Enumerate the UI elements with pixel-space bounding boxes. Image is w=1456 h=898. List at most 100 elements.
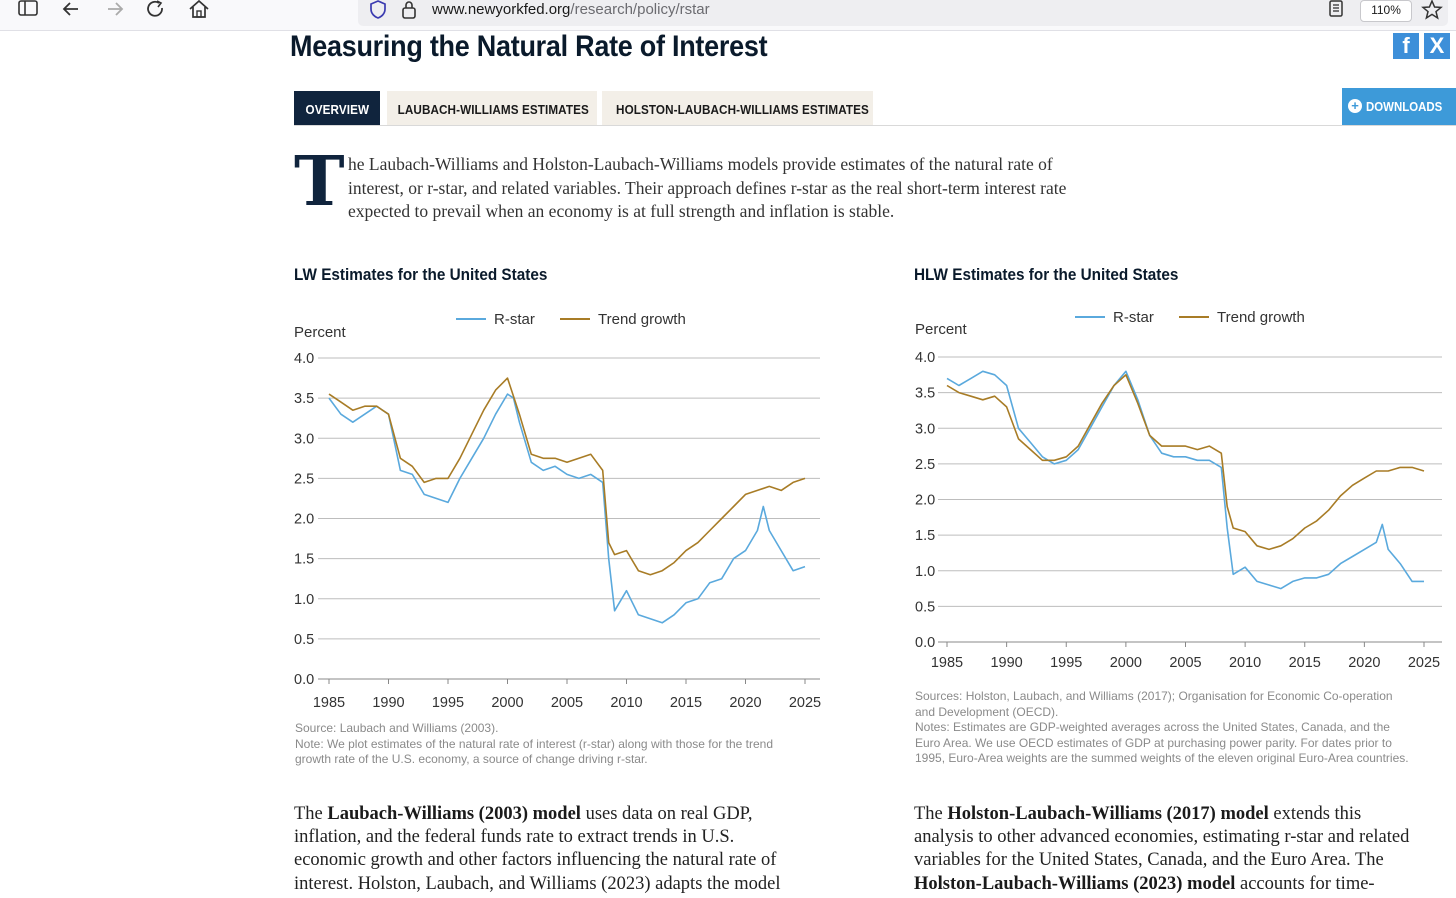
text-run: interest. Holston, Laubach, and Williams… xyxy=(294,873,781,894)
paragraph-line: interest. Holston, Laubach, and Williams… xyxy=(294,873,780,896)
note-line: 1995, Euro-Area weights are the summed w… xyxy=(915,751,1409,765)
paragraph-line: economic growth and other factors influe… xyxy=(294,849,780,872)
tab-label: OVERVIEW xyxy=(305,102,369,117)
y-tick-label: 0.0 xyxy=(915,635,935,651)
text-run: inflation, and the federal funds rate to… xyxy=(294,827,735,848)
url-text[interactable]: www.newyorkfed.org/research/policy/rstar xyxy=(432,1,710,18)
page-title: Measuring the Natural Rate of Interest xyxy=(290,30,768,63)
text-run: analysis to other advanced economies, es… xyxy=(914,827,1410,848)
reload-icon[interactable] xyxy=(143,0,169,20)
y-axis-label: Percent xyxy=(915,321,968,338)
x-tick-label: 2005 xyxy=(551,695,583,711)
intro-line: interest, or r-star, and related variabl… xyxy=(348,177,1067,198)
y-tick-label: 2.0 xyxy=(915,493,935,509)
address-bar[interactable]: www.newyorkfed.org/research/policy/rstar xyxy=(358,0,1448,26)
paragraph-line: Holston-Laubach-Williams (2023) model ac… xyxy=(914,873,1409,896)
shield-icon[interactable] xyxy=(368,0,388,20)
y-tick-label: 2.0 xyxy=(294,512,314,528)
tab-overview[interactable]: OVERVIEW xyxy=(294,91,380,125)
forward-arrow-icon[interactable] xyxy=(102,0,128,20)
x-tick-label: 2025 xyxy=(1408,655,1440,671)
y-tick-label: 0.0 xyxy=(294,672,314,688)
x-tick-label: 2010 xyxy=(1229,655,1261,671)
y-tick-label: 1.5 xyxy=(294,552,314,568)
trend-growth-line xyxy=(946,373,1425,551)
text-run: economic growth and other factors influe… xyxy=(294,850,777,871)
y-tick-label: 2.5 xyxy=(915,457,935,473)
legend-label: R-star xyxy=(1113,309,1154,326)
legend-label: R-star xyxy=(494,311,535,328)
y-tick-label: 0.5 xyxy=(915,599,935,615)
lw-chart-title: LW Estimates for the United States xyxy=(294,265,548,284)
r-star-line xyxy=(328,393,806,624)
bookmark-star-icon[interactable] xyxy=(1421,0,1443,20)
paragraph-line: inflation, and the federal funds rate to… xyxy=(294,826,780,849)
back-arrow-icon[interactable] xyxy=(58,0,84,20)
hlw-model-paragraph: The Holston-Laubach-Williams (2017) mode… xyxy=(914,803,1409,896)
tab-holston-laubach-williams-estimates[interactable]: HOLSTON-LAUBACH-WILLIAMS ESTIMATES xyxy=(602,91,873,125)
browser-toolbar: www.newyorkfed.org/research/policy/rstar… xyxy=(0,0,1456,31)
y-tick-label: 3.0 xyxy=(915,421,935,437)
model-name-bold: Holston-Laubach-Williams (2017) model xyxy=(947,804,1269,824)
home-icon[interactable] xyxy=(186,0,212,20)
x-tick-label: 1995 xyxy=(1050,655,1082,671)
note-line: growth rate of the U.S. economy, a sourc… xyxy=(295,752,648,766)
text-run: extends this xyxy=(1268,804,1362,824)
lock-icon[interactable] xyxy=(400,0,418,20)
x-tick-label: 2015 xyxy=(1289,655,1321,671)
r-star-line xyxy=(946,370,1424,590)
paragraph-line: variables for the United States, Canada,… xyxy=(914,849,1409,872)
facebook-icon[interactable]: f xyxy=(1393,33,1419,59)
x-tick-label: 1985 xyxy=(931,655,963,671)
drop-cap: T xyxy=(294,142,345,222)
y-tick-label: 1.0 xyxy=(915,564,935,580)
x-tick-label: 1990 xyxy=(990,655,1022,671)
sidebar-icon[interactable] xyxy=(16,0,42,20)
intro-paragraph: he Laubach-Williams and Holston-Laubach-… xyxy=(348,153,1198,224)
x-tick-label: 2010 xyxy=(610,695,642,711)
x-tick-label: 2000 xyxy=(1110,655,1142,671)
text-run: accounts for time- xyxy=(1235,873,1375,894)
url-domain: www.newyorkfed.org xyxy=(432,1,571,18)
downloads-label: DOWNLOADS xyxy=(1366,99,1443,114)
text-run: The xyxy=(294,804,328,824)
model-name-bold: Laubach-Williams (2003) model xyxy=(327,804,581,824)
note-line: Euro Area. We use OECD estimates of GDP … xyxy=(915,735,1392,750)
lw-model-paragraph: The Laubach-Williams (2003) model uses d… xyxy=(294,803,780,896)
hlw-chart-group: Percent 0.0 0.5 1.0 1.5 2.0 2.5 3.0 3.5 4.0 1985 19… xyxy=(915,309,1442,671)
paragraph-line: The Holston-Laubach-Williams (2017) mode… xyxy=(914,803,1409,826)
text-run: variables for the United States, Canada,… xyxy=(914,850,1384,871)
note-line: Note: We plot estimates of the natural r… xyxy=(295,736,774,751)
y-tick-label: 3.5 xyxy=(294,391,314,407)
intro-line: he Laubach-Williams and Holston-Laubach-… xyxy=(348,154,1053,174)
tab-laubach-williams-estimates[interactable]: LAUBACH-WILLIAMS ESTIMATES xyxy=(387,91,597,125)
legend-label: Trend growth xyxy=(1217,309,1305,326)
tab-divider xyxy=(294,125,1456,126)
x-tick-label: 2005 xyxy=(1169,655,1201,671)
x-tick-label: 2025 xyxy=(789,695,821,711)
hlw-chart-notes: Sources: Holston, Laubach, and Williams … xyxy=(915,689,1409,767)
x-icon[interactable]: X xyxy=(1424,33,1450,59)
lw-chart-notes: Source: Laubach and Williams (2003). Not… xyxy=(295,721,773,768)
y-tick-label: 1.5 xyxy=(915,528,935,544)
trend-growth-line xyxy=(328,377,806,576)
y-tick-label: 0.5 xyxy=(294,632,314,648)
legend-label: Trend growth xyxy=(598,311,686,328)
downloads-button[interactable]: + DOWNLOADS xyxy=(1342,88,1456,125)
y-axis-label: Percent xyxy=(294,324,347,341)
paragraph-line: analysis to other advanced economies, es… xyxy=(914,826,1409,849)
y-tick-label: 2.5 xyxy=(294,471,314,487)
note-line: Sources: Holston, Laubach, and Williams … xyxy=(915,689,1393,703)
y-tick-label: 3.0 xyxy=(294,431,314,447)
x-tick-label: 1995 xyxy=(432,695,464,711)
note-line: Notes: Estimates are GDP-weighted averag… xyxy=(915,720,1390,734)
y-tick-label: 1.0 xyxy=(294,592,314,608)
tab-label: HOLSTON-LAUBACH-WILLIAMS ESTIMATES xyxy=(616,102,869,117)
paragraph-line: The Laubach-Williams (2003) model uses d… xyxy=(294,803,780,826)
note-line: and Development (OECD). xyxy=(915,704,1059,719)
y-tick-label: 4.0 xyxy=(915,350,935,366)
zoom-level-badge[interactable]: 110% xyxy=(1360,0,1412,22)
reader-view-icon[interactable] xyxy=(1326,0,1346,20)
y-tick-label: 4.0 xyxy=(294,351,314,367)
